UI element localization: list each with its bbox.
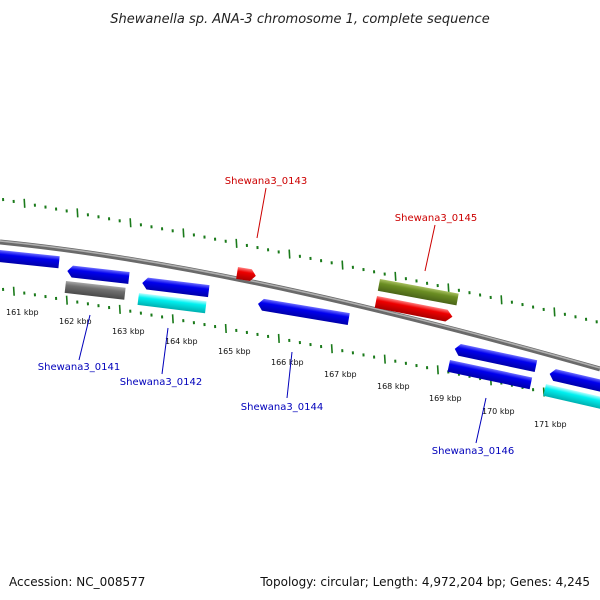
tick-label: 170 kbp <box>482 407 515 416</box>
gene-features <box>0 249 600 410</box>
gene-label-shewana3-0146[interactable]: Shewana3_0146 <box>432 446 514 457</box>
gene-feature[interactable] <box>374 296 454 323</box>
chromosome-backbone-highlight <box>0 240 600 369</box>
major-tick <box>553 307 556 317</box>
genome-summary-text: Topology: circular; Length: 4,972,204 bp… <box>259 575 590 589</box>
major-tick <box>436 365 439 375</box>
tick-label: 167 kbp <box>324 370 357 379</box>
map-title: Shewanella sp. ANA-3 chromosome 1, compl… <box>110 12 489 27</box>
major-tick <box>129 218 132 228</box>
tick-label: 169 kbp <box>429 394 462 403</box>
gene-label-shewana3-0141[interactable]: Shewana3_0141 <box>38 362 120 373</box>
label-leaders <box>78 187 487 444</box>
gene-feature[interactable] <box>67 265 130 284</box>
gene-feature[interactable] <box>548 368 600 394</box>
gene-feature[interactable] <box>0 249 60 269</box>
gene-label-shewana3-0145[interactable]: Shewana3_0145 <box>395 213 477 224</box>
tick-label: 166 kbp <box>271 358 304 367</box>
gene-feature[interactable] <box>142 277 210 298</box>
tick-label: 165 kbp <box>218 347 251 356</box>
major-tick <box>341 260 344 270</box>
major-tick <box>118 304 121 314</box>
major-tick <box>394 271 397 281</box>
gene-feature[interactable] <box>137 293 207 314</box>
tick-label: 171 kbp <box>534 420 567 429</box>
major-tick <box>500 295 503 305</box>
major-tick <box>330 344 333 354</box>
major-tick <box>383 354 386 364</box>
major-tick <box>447 283 450 293</box>
major-tick <box>171 314 174 324</box>
major-tick <box>76 208 79 218</box>
tick-labels: 161 kbp 162 kbp 163 kbp 164 kbp 165 kbp … <box>6 308 567 429</box>
tick-label: 161 kbp <box>6 308 39 317</box>
chromosome-backbone <box>0 239 600 372</box>
tick-label: 162 kbp <box>59 317 92 326</box>
gene-feature[interactable] <box>447 360 533 390</box>
gene-feature[interactable] <box>64 281 126 300</box>
gene-feature[interactable] <box>543 384 600 410</box>
gene-labels: Shewana3_0143 Shewana3_0145 Shewana3_014… <box>38 176 514 457</box>
tick-label: 163 kbp <box>112 327 145 336</box>
inner-tick-ring <box>2 286 598 409</box>
major-tick <box>12 286 15 296</box>
gene-feature[interactable] <box>377 279 459 306</box>
tick-label: 164 kbp <box>165 337 198 346</box>
tick-label: 168 kbp <box>377 382 410 391</box>
outer-tick-ring <box>2 197 598 324</box>
gene-label-shewana3-0142[interactable]: Shewana3_0142 <box>120 377 202 388</box>
gene-feature[interactable] <box>454 343 538 372</box>
major-tick <box>277 333 280 344</box>
major-tick <box>65 295 68 305</box>
gene-feature[interactable] <box>236 267 257 282</box>
gene-label-shewana3-0143[interactable]: Shewana3_0143 <box>225 176 307 187</box>
major-tick <box>288 249 291 259</box>
major-tick <box>235 238 238 248</box>
gene-feature[interactable] <box>257 298 350 326</box>
gene-label-shewana3-0144[interactable]: Shewana3_0144 <box>241 402 323 413</box>
accession-text: Accession: NC_008577 <box>9 575 145 589</box>
major-tick <box>23 198 26 208</box>
major-tick <box>224 323 227 334</box>
major-tick <box>182 228 185 238</box>
